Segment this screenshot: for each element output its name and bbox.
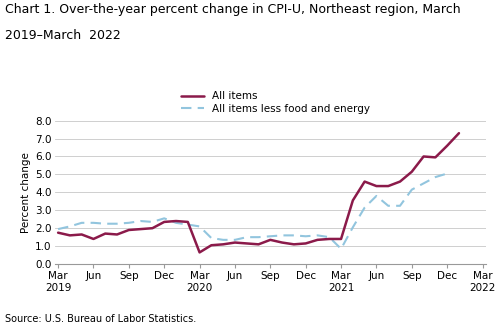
All items less food and energy: [362, 206, 368, 210]
All items less food and energy: [385, 204, 391, 208]
All items less food and energy: [409, 188, 415, 192]
All items less food and energy: [138, 219, 144, 223]
All items: [456, 131, 462, 135]
All items: [421, 155, 427, 158]
All items: [244, 242, 249, 245]
All items: [279, 241, 285, 244]
All items: [373, 184, 379, 188]
All items less food and energy: [255, 235, 261, 239]
All items: [55, 231, 61, 235]
All items: [79, 232, 85, 236]
All items: [161, 220, 167, 224]
Line: All items: All items: [58, 133, 459, 252]
All items less food and energy: [173, 221, 179, 225]
All items less food and energy: [291, 233, 297, 237]
All items less food and energy: [244, 235, 249, 239]
All items less food and energy: [149, 220, 155, 224]
All items: [196, 250, 202, 254]
All items: [444, 144, 450, 148]
All items less food and energy: [161, 216, 167, 220]
All items less food and energy: [79, 221, 85, 225]
All items less food and energy: [114, 222, 120, 226]
All items less food and energy: [208, 236, 214, 240]
All items less food and energy: [326, 235, 332, 239]
All items: [208, 243, 214, 247]
Line: All items less food and energy: All items less food and energy: [58, 173, 447, 249]
All items less food and energy: [444, 171, 450, 175]
All items less food and energy: [220, 238, 226, 242]
All items: [397, 180, 403, 184]
All items less food and energy: [338, 247, 344, 251]
Text: Source: U.S. Bureau of Labor Statistics.: Source: U.S. Bureau of Labor Statistics.: [5, 314, 196, 324]
All items less food and energy: [373, 194, 379, 198]
All items less food and energy: [314, 233, 320, 237]
All items: [433, 156, 438, 159]
All items less food and energy: [279, 233, 285, 237]
All items: [185, 220, 191, 224]
All items: [267, 238, 273, 242]
All items: [255, 243, 261, 246]
All items less food and energy: [55, 227, 61, 231]
All items less food and energy: [102, 222, 108, 226]
Legend: All items, All items less food and energy: All items, All items less food and energ…: [181, 91, 370, 114]
All items less food and energy: [126, 221, 132, 225]
All items: [138, 227, 144, 231]
All items less food and energy: [397, 204, 403, 208]
All items less food and energy: [433, 175, 438, 179]
All items less food and energy: [232, 238, 238, 242]
All items less food and energy: [196, 224, 202, 228]
All items less food and energy: [350, 225, 356, 229]
All items: [67, 233, 73, 237]
Text: 2019–March  2022: 2019–March 2022: [5, 29, 121, 42]
Y-axis label: Percent change: Percent change: [21, 152, 31, 233]
All items: [326, 237, 332, 241]
All items less food and energy: [90, 221, 96, 225]
All items: [362, 180, 368, 184]
All items: [291, 243, 297, 246]
All items: [314, 238, 320, 242]
All items: [126, 228, 132, 232]
All items: [102, 231, 108, 235]
All items less food and energy: [421, 181, 427, 185]
Text: Chart 1. Over-the-year percent change in CPI-U, Northeast region, March: Chart 1. Over-the-year percent change in…: [5, 3, 461, 16]
All items: [385, 184, 391, 188]
All items less food and energy: [67, 224, 73, 228]
All items: [350, 199, 356, 202]
All items: [303, 242, 309, 245]
All items less food and energy: [267, 234, 273, 238]
All items: [90, 237, 96, 241]
All items: [173, 219, 179, 223]
All items: [220, 243, 226, 246]
All items: [338, 237, 344, 241]
All items: [149, 226, 155, 230]
All items less food and energy: [303, 234, 309, 238]
All items: [114, 232, 120, 236]
All items less food and energy: [185, 223, 191, 227]
All items: [409, 170, 415, 174]
All items: [232, 241, 238, 244]
